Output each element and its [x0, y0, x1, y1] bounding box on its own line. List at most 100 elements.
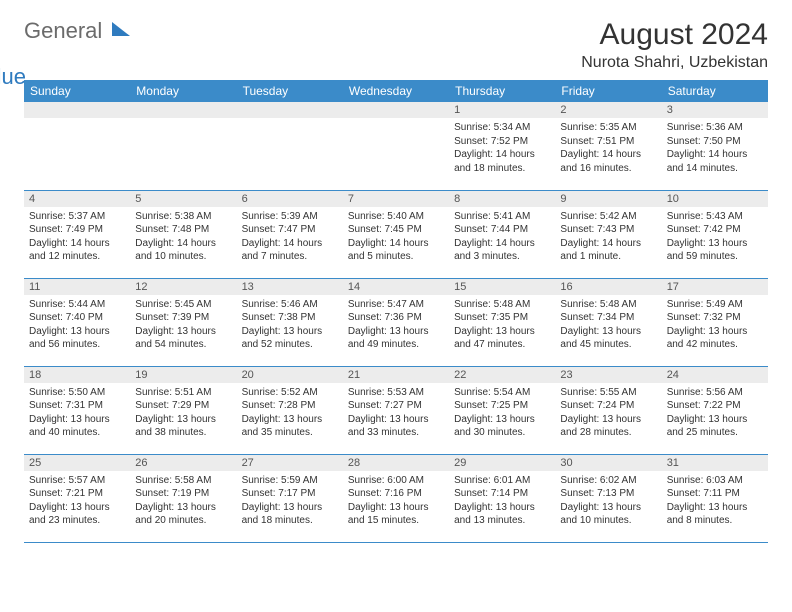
daylight-text: Daylight: 13 hours and 45 minutes.: [560, 325, 656, 352]
calendar-week-row: 18Sunrise: 5:50 AMSunset: 7:31 PMDayligh…: [24, 366, 768, 454]
day-number: [130, 102, 236, 118]
day-details: Sunrise: 5:37 AMSunset: 7:49 PMDaylight:…: [24, 207, 130, 267]
sunset-text: Sunset: 7:43 PM: [560, 223, 656, 237]
calendar-table: Sunday Monday Tuesday Wednesday Thursday…: [24, 80, 768, 543]
sunset-text: Sunset: 7:25 PM: [454, 399, 550, 413]
sunset-text: Sunset: 7:17 PM: [242, 487, 338, 501]
day-details: Sunrise: 5:48 AMSunset: 7:35 PMDaylight:…: [449, 295, 555, 355]
brand-logo: General Blue: [24, 18, 102, 70]
day-number: 6: [237, 191, 343, 207]
day-number: 18: [24, 367, 130, 383]
daylight-text: Daylight: 13 hours and 25 minutes.: [667, 413, 763, 440]
daylight-text: Daylight: 14 hours and 16 minutes.: [560, 148, 656, 175]
day-number: 26: [130, 455, 236, 471]
sunrise-text: Sunrise: 5:39 AM: [242, 210, 338, 224]
sunset-text: Sunset: 7:47 PM: [242, 223, 338, 237]
day-details: Sunrise: 6:03 AMSunset: 7:11 PMDaylight:…: [662, 471, 768, 531]
sunset-text: Sunset: 7:19 PM: [135, 487, 231, 501]
sunrise-text: Sunrise: 5:35 AM: [560, 121, 656, 135]
daylight-text: Daylight: 14 hours and 10 minutes.: [135, 237, 231, 264]
sunrise-text: Sunrise: 5:48 AM: [560, 298, 656, 312]
day-details: Sunrise: 6:01 AMSunset: 7:14 PMDaylight:…: [449, 471, 555, 531]
day-details: Sunrise: 5:52 AMSunset: 7:28 PMDaylight:…: [237, 383, 343, 443]
sunrise-text: Sunrise: 5:51 AM: [135, 386, 231, 400]
brand-part2: Blue: [0, 64, 40, 90]
day-details: Sunrise: 5:54 AMSunset: 7:25 PMDaylight:…: [449, 383, 555, 443]
day-details: Sunrise: 5:57 AMSunset: 7:21 PMDaylight:…: [24, 471, 130, 531]
daylight-text: Daylight: 13 hours and 23 minutes.: [29, 501, 125, 528]
calendar-day-cell: 13Sunrise: 5:46 AMSunset: 7:38 PMDayligh…: [237, 278, 343, 366]
calendar-day-cell: 3Sunrise: 5:36 AMSunset: 7:50 PMDaylight…: [662, 102, 768, 190]
day-details: Sunrise: 5:49 AMSunset: 7:32 PMDaylight:…: [662, 295, 768, 355]
day-number: 3: [662, 102, 768, 118]
sunset-text: Sunset: 7:11 PM: [667, 487, 763, 501]
sunset-text: Sunset: 7:40 PM: [29, 311, 125, 325]
day-details: Sunrise: 5:48 AMSunset: 7:34 PMDaylight:…: [555, 295, 661, 355]
sunrise-text: Sunrise: 5:58 AM: [135, 474, 231, 488]
daylight-text: Daylight: 13 hours and 42 minutes.: [667, 325, 763, 352]
day-number: 23: [555, 367, 661, 383]
sunrise-text: Sunrise: 5:40 AM: [348, 210, 444, 224]
day-number: 7: [343, 191, 449, 207]
day-details: Sunrise: 5:50 AMSunset: 7:31 PMDaylight:…: [24, 383, 130, 443]
calendar-day-cell: [130, 102, 236, 190]
sunset-text: Sunset: 7:16 PM: [348, 487, 444, 501]
day-details: [24, 118, 130, 124]
calendar-day-cell: 16Sunrise: 5:48 AMSunset: 7:34 PMDayligh…: [555, 278, 661, 366]
sunset-text: Sunset: 7:28 PM: [242, 399, 338, 413]
sunrise-text: Sunrise: 5:45 AM: [135, 298, 231, 312]
day-number: 13: [237, 279, 343, 295]
sunrise-text: Sunrise: 6:03 AM: [667, 474, 763, 488]
daylight-text: Daylight: 14 hours and 1 minute.: [560, 237, 656, 264]
daylight-text: Daylight: 13 hours and 38 minutes.: [135, 413, 231, 440]
title-block: August 2024 Nurota Shahri, Uzbekistan: [581, 18, 768, 72]
day-details: Sunrise: 5:34 AMSunset: 7:52 PMDaylight:…: [449, 118, 555, 178]
daylight-text: Daylight: 14 hours and 7 minutes.: [242, 237, 338, 264]
calendar-day-cell: 1Sunrise: 5:34 AMSunset: 7:52 PMDaylight…: [449, 102, 555, 190]
calendar-day-cell: 9Sunrise: 5:42 AMSunset: 7:43 PMDaylight…: [555, 190, 661, 278]
calendar-day-cell: 18Sunrise: 5:50 AMSunset: 7:31 PMDayligh…: [24, 366, 130, 454]
daylight-text: Daylight: 13 hours and 52 minutes.: [242, 325, 338, 352]
sunset-text: Sunset: 7:31 PM: [29, 399, 125, 413]
day-number: 28: [343, 455, 449, 471]
sunrise-text: Sunrise: 5:56 AM: [667, 386, 763, 400]
day-details: Sunrise: 5:45 AMSunset: 7:39 PMDaylight:…: [130, 295, 236, 355]
day-details: Sunrise: 5:39 AMSunset: 7:47 PMDaylight:…: [237, 207, 343, 267]
daylight-text: Daylight: 13 hours and 35 minutes.: [242, 413, 338, 440]
sunset-text: Sunset: 7:29 PM: [135, 399, 231, 413]
day-details: Sunrise: 5:41 AMSunset: 7:44 PMDaylight:…: [449, 207, 555, 267]
sunrise-text: Sunrise: 5:41 AM: [454, 210, 550, 224]
day-details: Sunrise: 5:44 AMSunset: 7:40 PMDaylight:…: [24, 295, 130, 355]
sunset-text: Sunset: 7:42 PM: [667, 223, 763, 237]
sunset-text: Sunset: 7:36 PM: [348, 311, 444, 325]
day-details: Sunrise: 5:51 AMSunset: 7:29 PMDaylight:…: [130, 383, 236, 443]
daylight-text: Daylight: 13 hours and 54 minutes.: [135, 325, 231, 352]
calendar-day-cell: 23Sunrise: 5:55 AMSunset: 7:24 PMDayligh…: [555, 366, 661, 454]
day-details: Sunrise: 5:47 AMSunset: 7:36 PMDaylight:…: [343, 295, 449, 355]
sunrise-text: Sunrise: 5:44 AM: [29, 298, 125, 312]
daylight-text: Daylight: 13 hours and 40 minutes.: [29, 413, 125, 440]
daylight-text: Daylight: 14 hours and 3 minutes.: [454, 237, 550, 264]
daylight-text: Daylight: 13 hours and 49 minutes.: [348, 325, 444, 352]
calendar-day-cell: 27Sunrise: 5:59 AMSunset: 7:17 PMDayligh…: [237, 454, 343, 542]
sunrise-text: Sunrise: 5:57 AM: [29, 474, 125, 488]
day-details: [343, 118, 449, 124]
weekday-header: Thursday: [449, 80, 555, 102]
day-details: Sunrise: 5:59 AMSunset: 7:17 PMDaylight:…: [237, 471, 343, 531]
brand-sail-icon: [112, 22, 130, 36]
brand-part1: General: [24, 18, 102, 43]
calendar-day-cell: 7Sunrise: 5:40 AMSunset: 7:45 PMDaylight…: [343, 190, 449, 278]
sunrise-text: Sunrise: 5:54 AM: [454, 386, 550, 400]
sunset-text: Sunset: 7:48 PM: [135, 223, 231, 237]
day-number: 17: [662, 279, 768, 295]
sunset-text: Sunset: 7:50 PM: [667, 135, 763, 149]
sunset-text: Sunset: 7:14 PM: [454, 487, 550, 501]
day-number: 14: [343, 279, 449, 295]
day-number: 16: [555, 279, 661, 295]
daylight-text: Daylight: 13 hours and 47 minutes.: [454, 325, 550, 352]
daylight-text: Daylight: 13 hours and 33 minutes.: [348, 413, 444, 440]
calendar-day-cell: 11Sunrise: 5:44 AMSunset: 7:40 PMDayligh…: [24, 278, 130, 366]
day-number: 31: [662, 455, 768, 471]
day-number: 19: [130, 367, 236, 383]
calendar-day-cell: 17Sunrise: 5:49 AMSunset: 7:32 PMDayligh…: [662, 278, 768, 366]
